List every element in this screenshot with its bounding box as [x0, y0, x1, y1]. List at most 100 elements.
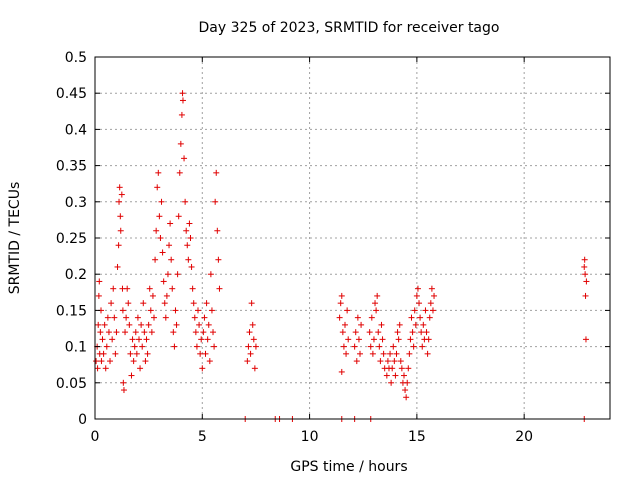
- data-point: [384, 358, 391, 365]
- data-point: [146, 285, 153, 292]
- data-point: [133, 350, 140, 357]
- data-point: [174, 271, 181, 278]
- data-point: [122, 329, 129, 336]
- data-point: [375, 329, 382, 336]
- data-point: [368, 314, 375, 321]
- grid: [95, 57, 610, 419]
- data-point: [113, 329, 120, 336]
- data-point: [103, 343, 110, 350]
- data-point: [379, 336, 386, 343]
- data-point: [158, 198, 165, 205]
- data-point: [417, 314, 424, 321]
- x-tick-label: 20: [515, 429, 533, 445]
- data-point: [166, 242, 173, 249]
- data-point: [149, 292, 156, 299]
- data-points: [93, 90, 590, 422]
- data-point: [389, 365, 396, 372]
- data-point: [344, 307, 351, 314]
- data-point: [116, 198, 123, 205]
- data-point: [187, 235, 194, 241]
- data-point: [205, 321, 212, 328]
- data-point: [107, 358, 114, 365]
- data-point: [202, 350, 209, 357]
- data-point: [405, 365, 412, 372]
- data-point: [185, 256, 192, 263]
- data-point: [210, 329, 217, 336]
- data-point: [184, 242, 191, 249]
- data-point: [104, 314, 111, 321]
- data-point: [403, 394, 410, 401]
- data-point: [336, 314, 343, 321]
- data-point: [171, 343, 178, 350]
- data-point: [354, 314, 361, 321]
- x-tick-label: 10: [301, 429, 319, 445]
- y-tick-label: 0.35: [56, 159, 87, 175]
- data-point: [162, 314, 169, 321]
- y-tick-label: 0.5: [65, 50, 87, 66]
- data-point: [170, 329, 177, 336]
- data-point: [583, 278, 590, 285]
- data-point: [141, 329, 148, 336]
- data-point: [249, 321, 256, 328]
- data-point: [401, 372, 407, 379]
- data-point: [134, 314, 141, 321]
- data-point: [152, 256, 159, 263]
- data-point: [419, 343, 426, 350]
- data-point: [178, 111, 185, 118]
- data-point: [420, 321, 427, 328]
- data-point: [129, 336, 136, 343]
- data-point: [426, 314, 433, 321]
- data-point: [177, 140, 184, 147]
- data-point: [414, 285, 421, 292]
- data-point: [120, 379, 127, 386]
- data-point: [161, 300, 168, 307]
- data-point: [193, 343, 200, 350]
- data-point: [128, 372, 135, 379]
- data-point: [418, 329, 425, 336]
- data-point: [102, 365, 109, 372]
- data-point: [213, 169, 220, 176]
- data-point: [125, 300, 132, 307]
- data-point: [582, 292, 589, 299]
- data-point: [392, 372, 399, 379]
- data-point: [396, 321, 403, 328]
- data-point: [374, 292, 381, 299]
- data-point: [167, 220, 174, 227]
- data-point: [169, 285, 176, 292]
- data-point: [117, 213, 124, 220]
- y-tick-label: 0.45: [56, 86, 87, 102]
- data-point: [155, 169, 162, 176]
- data-point: [160, 278, 167, 285]
- data-point: [251, 365, 258, 372]
- data-point: [245, 343, 252, 350]
- data-point: [115, 242, 122, 249]
- data-point: [207, 271, 214, 278]
- data-point: [119, 307, 126, 314]
- data-point: [244, 358, 251, 365]
- data-point: [118, 191, 125, 198]
- data-point: [370, 336, 377, 343]
- data-point: [429, 307, 436, 314]
- data-point: [110, 285, 117, 292]
- data-point: [195, 307, 201, 314]
- data-point: [135, 336, 142, 343]
- data-point: [201, 314, 208, 321]
- data-point: [116, 184, 123, 191]
- data-point: [101, 321, 108, 328]
- data-point: [140, 300, 147, 307]
- data-point: [212, 198, 219, 205]
- data-point: [93, 358, 100, 365]
- data-point: [378, 321, 385, 328]
- data-point: [159, 249, 166, 256]
- data-point: [338, 292, 345, 299]
- data-point: [182, 198, 189, 205]
- data-point: [190, 300, 197, 307]
- data-point: [582, 336, 589, 343]
- data-point: [208, 307, 215, 314]
- data-point: [142, 358, 149, 365]
- data-point: [369, 350, 376, 357]
- data-point: [339, 329, 346, 336]
- data-point: [143, 336, 150, 343]
- data-point: [391, 358, 398, 365]
- data-point: [428, 285, 435, 292]
